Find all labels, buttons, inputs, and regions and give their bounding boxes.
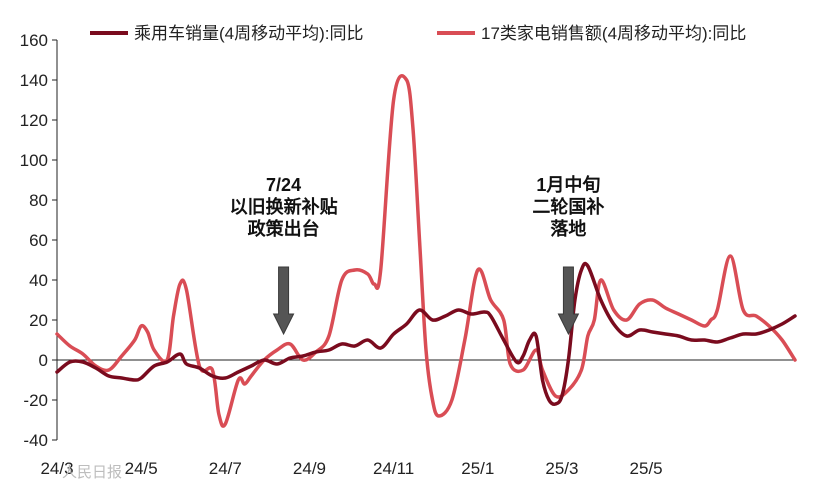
watermark-text: 人民日报: [62, 464, 122, 481]
x-tick-label: 25/5: [630, 459, 663, 478]
y-tick-label: 160: [20, 31, 48, 50]
annotation-down-arrow: [557, 266, 580, 336]
x-tick-label: 25/1: [461, 459, 494, 478]
series-line-car-sales: [55, 261, 797, 406]
annotation-down-arrow: [272, 266, 295, 336]
axes: [56, 40, 795, 440]
y-tick-label: 100: [20, 151, 48, 170]
x-tick-label: 24/11: [373, 459, 414, 478]
y-tick-label: 20: [29, 311, 48, 330]
x-tick-label: 24/5: [125, 459, 158, 478]
x-tick-label: 24/3: [40, 459, 73, 478]
y-tick-label: 140: [20, 71, 48, 90]
y-tick-label: 0: [39, 351, 48, 370]
y-tick-label: 40: [29, 271, 48, 290]
x-tick-label: 24/7: [209, 459, 242, 478]
legend-label-appliance-sales: 17类家电销售额(4周移动平均):同比: [481, 24, 746, 43]
x-tick-label: 25/3: [545, 459, 578, 478]
x-tick-labels: 24/3 24/5 24/7 24/9 24/11 25/1 25/3 25/5: [40, 459, 662, 478]
annotation-text: 落地: [550, 218, 586, 239]
y-tick-label: -40: [23, 431, 48, 450]
y-tick-label: 80: [29, 191, 48, 210]
y-tick-label: -20: [23, 391, 48, 410]
annotation-text: 政策出台: [248, 218, 320, 239]
y-tick-label: 120: [20, 111, 48, 130]
x-tick-label: 24/9: [293, 459, 326, 478]
series-lines: [55, 74, 797, 428]
y-tick-labels: -40 -20 0 20 40 60 80 100 120 140 160: [20, 31, 57, 450]
annotation-text: 1月中旬: [536, 174, 600, 195]
annotation-text: 二轮国补: [532, 196, 604, 217]
legend-label-car-sales: 乘用车销量(4周移动平均):同比: [134, 24, 364, 43]
legend: 乘用车销量(4周移动平均):同比 17类家电销售额(4周移动平均):同比: [90, 24, 746, 43]
annotation-text: 以旧换新补贴: [230, 196, 338, 217]
y-tick-label: 60: [29, 231, 48, 250]
annotation-text: 7/24: [266, 175, 301, 195]
series-line-appliance-sales: [55, 74, 797, 428]
